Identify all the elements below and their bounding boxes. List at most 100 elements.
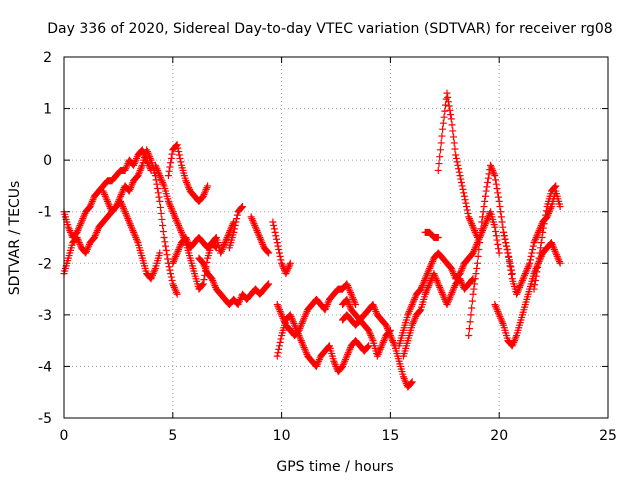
tick-labels: 0 5 10 15 20 25 -5 -4 -3 -2 -1 0 1 2 — [38, 50, 617, 444]
data-point — [135, 170, 143, 178]
data-point — [492, 176, 500, 184]
data-point — [162, 242, 170, 250]
data-point — [288, 314, 296, 322]
data-point — [165, 263, 173, 271]
data-point — [172, 215, 180, 223]
data-point — [201, 187, 209, 195]
data-point — [115, 196, 123, 204]
data-point — [279, 314, 287, 322]
data-point — [128, 180, 136, 188]
data-point — [302, 347, 310, 355]
data-point — [167, 273, 175, 281]
data-point — [225, 230, 233, 238]
data-point — [133, 154, 141, 162]
data-point — [230, 228, 238, 236]
data-point — [439, 292, 447, 300]
data-point — [202, 185, 210, 193]
data-point — [158, 177, 166, 185]
data-point — [130, 230, 138, 238]
data-point — [404, 311, 412, 319]
data-point — [421, 290, 429, 298]
data-point — [277, 309, 285, 317]
data-point — [553, 252, 561, 260]
data-point — [184, 239, 192, 247]
data-point — [173, 218, 181, 226]
data-point — [154, 185, 162, 193]
data-point — [458, 280, 466, 288]
data-point — [151, 161, 159, 169]
data-point — [117, 192, 125, 200]
data-point — [105, 201, 113, 209]
data-point — [253, 227, 261, 235]
data-point — [155, 170, 163, 178]
data-point — [198, 282, 206, 290]
data-point — [505, 253, 513, 261]
series-sat-v — [530, 182, 560, 293]
data-point — [168, 150, 176, 158]
data-point — [313, 361, 321, 369]
data-point — [517, 280, 525, 288]
data-point — [496, 313, 504, 321]
data-point — [448, 266, 456, 274]
x-tick-label: 10 — [273, 428, 291, 444]
data-point — [332, 362, 340, 370]
data-point — [490, 170, 498, 178]
data-point — [200, 261, 208, 269]
series-sat-q — [421, 228, 442, 241]
data-point — [443, 89, 451, 97]
data-point — [553, 251, 561, 259]
data-point — [342, 354, 350, 362]
data-point — [478, 218, 486, 226]
data-point — [224, 232, 232, 240]
data-point — [370, 304, 378, 312]
data-point — [511, 335, 519, 343]
y-tick-label: 2 — [43, 50, 52, 66]
data-point — [117, 191, 125, 199]
data-point — [238, 203, 246, 211]
data-point — [273, 239, 281, 247]
series-sat-r — [434, 89, 481, 241]
data-point — [548, 240, 556, 248]
data-point — [512, 333, 520, 341]
data-point — [119, 203, 127, 211]
data-point — [479, 213, 487, 221]
data-point — [104, 197, 112, 205]
data-point — [178, 228, 186, 236]
data-point — [468, 221, 476, 229]
data-point — [235, 299, 243, 307]
data-point — [148, 273, 156, 281]
data-point — [384, 326, 392, 334]
data-point — [423, 287, 431, 295]
data-point — [171, 213, 179, 221]
data-point — [468, 220, 476, 228]
data-point — [149, 270, 157, 278]
data-point — [426, 264, 434, 272]
data-point — [201, 189, 209, 197]
data-point — [489, 166, 497, 174]
data-point — [530, 239, 538, 247]
data-point — [486, 161, 494, 169]
data-point — [465, 215, 473, 223]
data-point — [291, 321, 299, 329]
data-point — [451, 145, 459, 153]
data-point — [499, 319, 507, 327]
data-point — [555, 256, 563, 264]
data-point — [101, 191, 109, 199]
data-point — [423, 270, 431, 278]
data-point — [290, 319, 298, 327]
data-point — [417, 285, 425, 293]
data-point — [172, 289, 180, 297]
data-point — [504, 249, 512, 257]
data-point — [459, 263, 467, 271]
data-point — [521, 270, 529, 278]
data-point — [183, 178, 191, 186]
data-point — [199, 259, 207, 267]
data-point — [427, 261, 435, 269]
data-point — [323, 302, 331, 310]
data-point — [465, 213, 473, 221]
data-point — [249, 216, 257, 224]
data-point — [447, 264, 455, 272]
data-point — [222, 235, 230, 243]
data-point — [495, 249, 503, 257]
data-point — [492, 304, 500, 312]
